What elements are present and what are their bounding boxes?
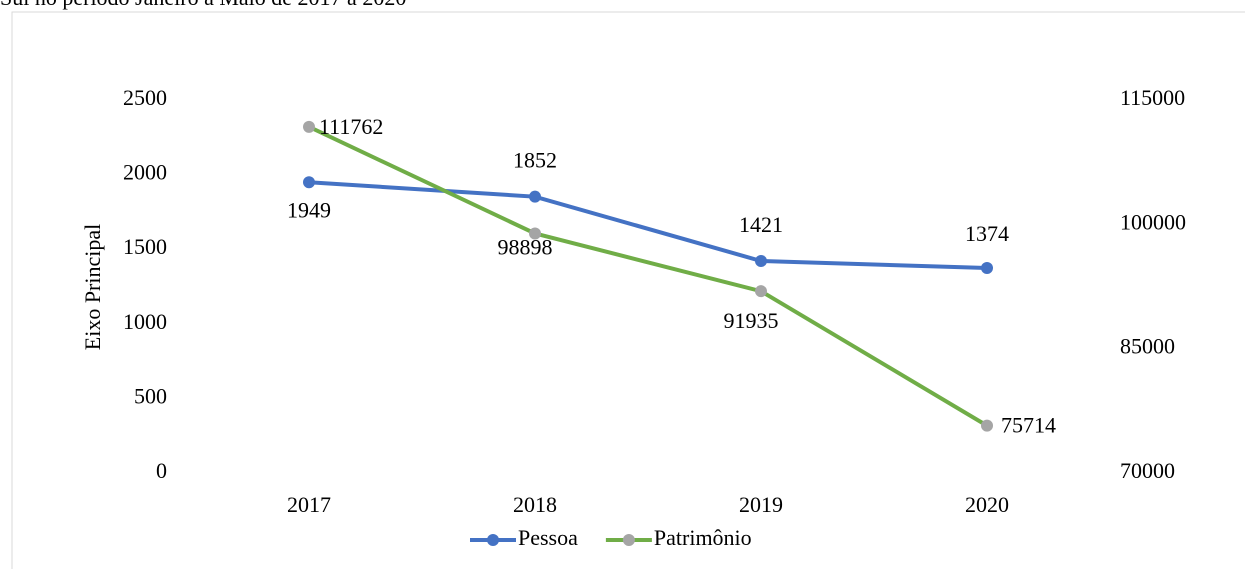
series-line	[308, 180, 988, 270]
y2-tick-label: 115000	[1120, 85, 1185, 110]
y-tick-label: 2000	[123, 160, 167, 185]
point-marker	[981, 261, 993, 274]
y-axis-label: Eixo Principal	[80, 224, 105, 350]
y-tick-label: 500	[134, 383, 167, 408]
y-tick-label: 2500	[123, 85, 167, 110]
chart-frame	[11, 11, 1245, 569]
data-label: 98898	[498, 235, 553, 260]
legend-marker	[622, 534, 635, 546]
x-tick-label: 2018	[513, 492, 557, 517]
y2-tick-label: 85000	[1120, 334, 1175, 359]
point-marker	[529, 227, 541, 240]
data-label: 1949	[287, 197, 331, 222]
point-marker	[755, 285, 767, 298]
point-marker	[303, 120, 315, 133]
y2-tick-label: 100000	[1120, 209, 1186, 234]
data-label: 75714	[1001, 413, 1056, 438]
point-marker	[529, 190, 541, 203]
data-label: 1421	[739, 212, 783, 237]
x-tick-label: 2019	[739, 492, 783, 517]
y2-tick-label: 70000	[1120, 458, 1175, 483]
y-tick-label: 0	[156, 458, 167, 483]
x-tick-label: 2017	[287, 492, 331, 517]
data-label: 111762	[319, 114, 383, 139]
legend-label: Patrimônio	[654, 525, 752, 550]
y-tick-label: 1000	[123, 309, 167, 334]
legend-label: Pessoa	[518, 525, 578, 550]
data-label: 91935	[724, 308, 779, 333]
legend-marker	[487, 534, 499, 546]
x-tick-label: 2020	[965, 492, 1009, 517]
data-label: 1374	[965, 221, 1009, 246]
data-label: 1852	[513, 148, 557, 173]
point-marker	[303, 176, 315, 189]
y-tick-label: 1500	[123, 234, 167, 259]
series-line	[308, 125, 989, 428]
point-marker	[755, 254, 767, 267]
chart-title: Sul no período Janeiro a Maio de 2017 a …	[0, 0, 406, 10]
point-marker	[981, 419, 993, 432]
